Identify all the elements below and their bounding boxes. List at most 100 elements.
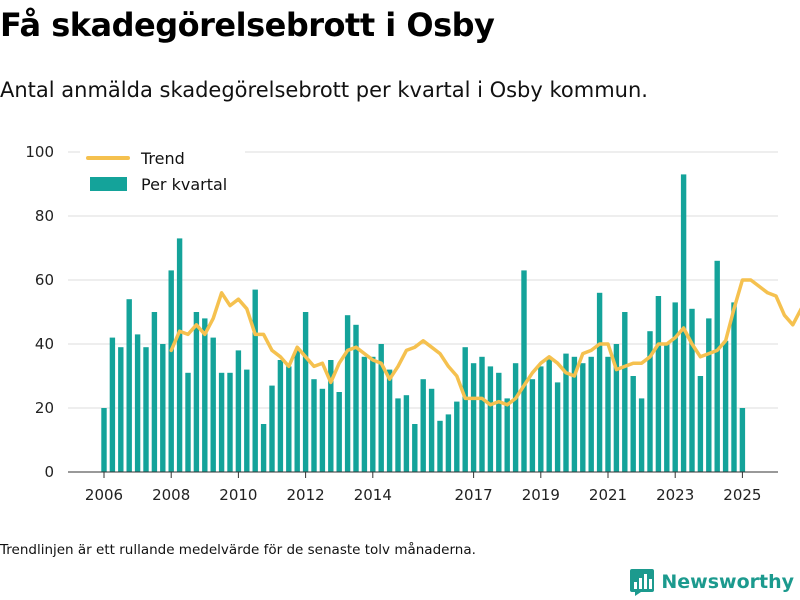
brand-logo[interactable]: Newsworthy (629, 568, 794, 596)
bar-per-kvartal (445, 414, 452, 472)
bar-per-kvartal (235, 350, 242, 472)
bar-per-kvartal (647, 331, 653, 472)
bar-per-kvartal (689, 308, 695, 472)
bar-per-kvartal (680, 174, 687, 472)
trend-line (169, 278, 800, 407)
bar-per-kvartal (496, 372, 502, 472)
bar-per-kvartal (706, 318, 712, 472)
y-tick-label: 80 (35, 207, 54, 225)
bar-per-kvartal (361, 356, 368, 472)
bar-per-kvartal (672, 302, 678, 472)
bar-per-kvartal (412, 424, 418, 472)
bar-per-kvartal (504, 398, 510, 472)
bar-per-kvartal (638, 398, 645, 472)
bar-per-kvartal (470, 363, 477, 472)
bar-per-kvartal (428, 388, 435, 472)
bar-per-kvartal (319, 388, 326, 472)
bar-per-kvartal (588, 356, 594, 472)
x-tick-label: 2006 (85, 486, 123, 504)
legend-label-trend: Trend (140, 149, 185, 168)
bar-per-kvartal (185, 372, 191, 472)
x-tick-label: 2008 (152, 486, 190, 504)
bar-per-kvartal (126, 299, 132, 472)
x-tick-label: 2017 (455, 486, 493, 504)
bar-per-kvartal (277, 360, 284, 472)
bar-per-kvartal (437, 420, 443, 472)
x-tick-label: 2025 (723, 486, 761, 504)
bar-per-kvartal (420, 379, 426, 472)
bar-per-kvartal (118, 347, 124, 472)
bar-per-kvartal (176, 238, 183, 472)
bar-per-kvartal (109, 337, 116, 472)
bar-per-kvartal (714, 260, 720, 472)
bar-per-kvartal (664, 344, 670, 472)
bar-per-kvartal (218, 372, 225, 472)
bar-per-kvartal (479, 356, 485, 472)
bar-per-kvartal (697, 376, 704, 472)
bar-per-kvartal (160, 344, 166, 472)
bar-per-kvartal (344, 315, 351, 472)
bar-per-kvartal (378, 344, 384, 472)
y-tick-label: 40 (35, 335, 54, 353)
y-tick-label: 100 (25, 143, 54, 161)
x-tick-label: 2023 (656, 486, 694, 504)
x-tick-label: 2010 (219, 486, 257, 504)
bar-per-kvartal (739, 408, 746, 472)
quarterly-vandalism-chart: 0 20 40 60 80 100 2006 2008 2010 2012 2014 2017 2019… (25, 143, 800, 504)
bar-per-kvartal (244, 369, 250, 472)
bar-per-kvartal (134, 334, 141, 472)
bar-per-kvartal (395, 398, 401, 472)
bar-per-kvartal (554, 382, 561, 472)
brand-name: Newsworthy (661, 571, 794, 593)
bar-per-kvartal (353, 324, 359, 472)
bar-per-kvartal (302, 312, 309, 472)
page-title: Få skadegörelsebrott i Osby (0, 6, 495, 44)
bar-per-kvartal (622, 312, 628, 472)
bar-per-kvartal (529, 379, 536, 472)
legend-label-per-kvartal: Per kvartal (141, 175, 227, 194)
bar-per-kvartal (605, 356, 611, 472)
bar-per-kvartal (328, 360, 334, 472)
bar-per-kvartal (143, 347, 149, 472)
bar-per-kvartal (538, 366, 544, 472)
bar-per-kvartal (512, 363, 519, 472)
x-tick-label: 2019 (522, 486, 560, 504)
chart-legend: Trend Per kvartal (80, 148, 245, 198)
bar-per-kvartal (487, 366, 494, 472)
bar-per-kvartal (630, 376, 636, 472)
bar-per-kvartal (311, 379, 317, 472)
bar-per-kvartal (403, 395, 410, 472)
bar-per-kvartal (580, 363, 586, 472)
bar-per-kvartal (260, 424, 267, 472)
y-tick-label: 20 (35, 399, 54, 417)
bar-per-kvartal (269, 385, 275, 472)
bar-per-kvartal (596, 292, 603, 472)
bar-per-kvartal (546, 356, 552, 472)
bar-per-kvartal (563, 353, 569, 472)
bar-per-kvartal (521, 270, 527, 472)
bar-per-kvartal (731, 302, 737, 472)
legend-bar-swatch (90, 177, 127, 191)
footnote: Trendlinjen är ett rullande medelvärde f… (0, 542, 476, 558)
y-tick-label: 60 (35, 271, 54, 289)
x-tick-label: 2012 (287, 486, 325, 504)
bar-per-kvartal (286, 366, 292, 472)
bar-per-kvartal (227, 372, 233, 472)
bar-per-kvartal (336, 392, 342, 472)
bar-per-kvartal (151, 312, 158, 472)
page-subtitle: Antal anmälda skadegörelsebrott per kvar… (0, 78, 648, 102)
bar-per-kvartal (193, 312, 200, 472)
newsworthy-logo-icon (630, 569, 655, 596)
bar-per-kvartal (655, 296, 662, 472)
bar-per-kvartal (571, 356, 578, 472)
bar-per-kvartal (722, 340, 729, 472)
x-tick-label: 2014 (354, 486, 392, 504)
bar-per-kvartal (210, 337, 216, 472)
bar-per-kvartal (370, 356, 376, 472)
bar-per-kvartal (252, 289, 258, 472)
bar-per-kvartal (454, 401, 460, 472)
bar-per-kvartal (168, 270, 174, 472)
bar-per-kvartal (101, 408, 107, 472)
bar-per-kvartal (613, 344, 620, 472)
x-tick-label: 2021 (589, 486, 627, 504)
